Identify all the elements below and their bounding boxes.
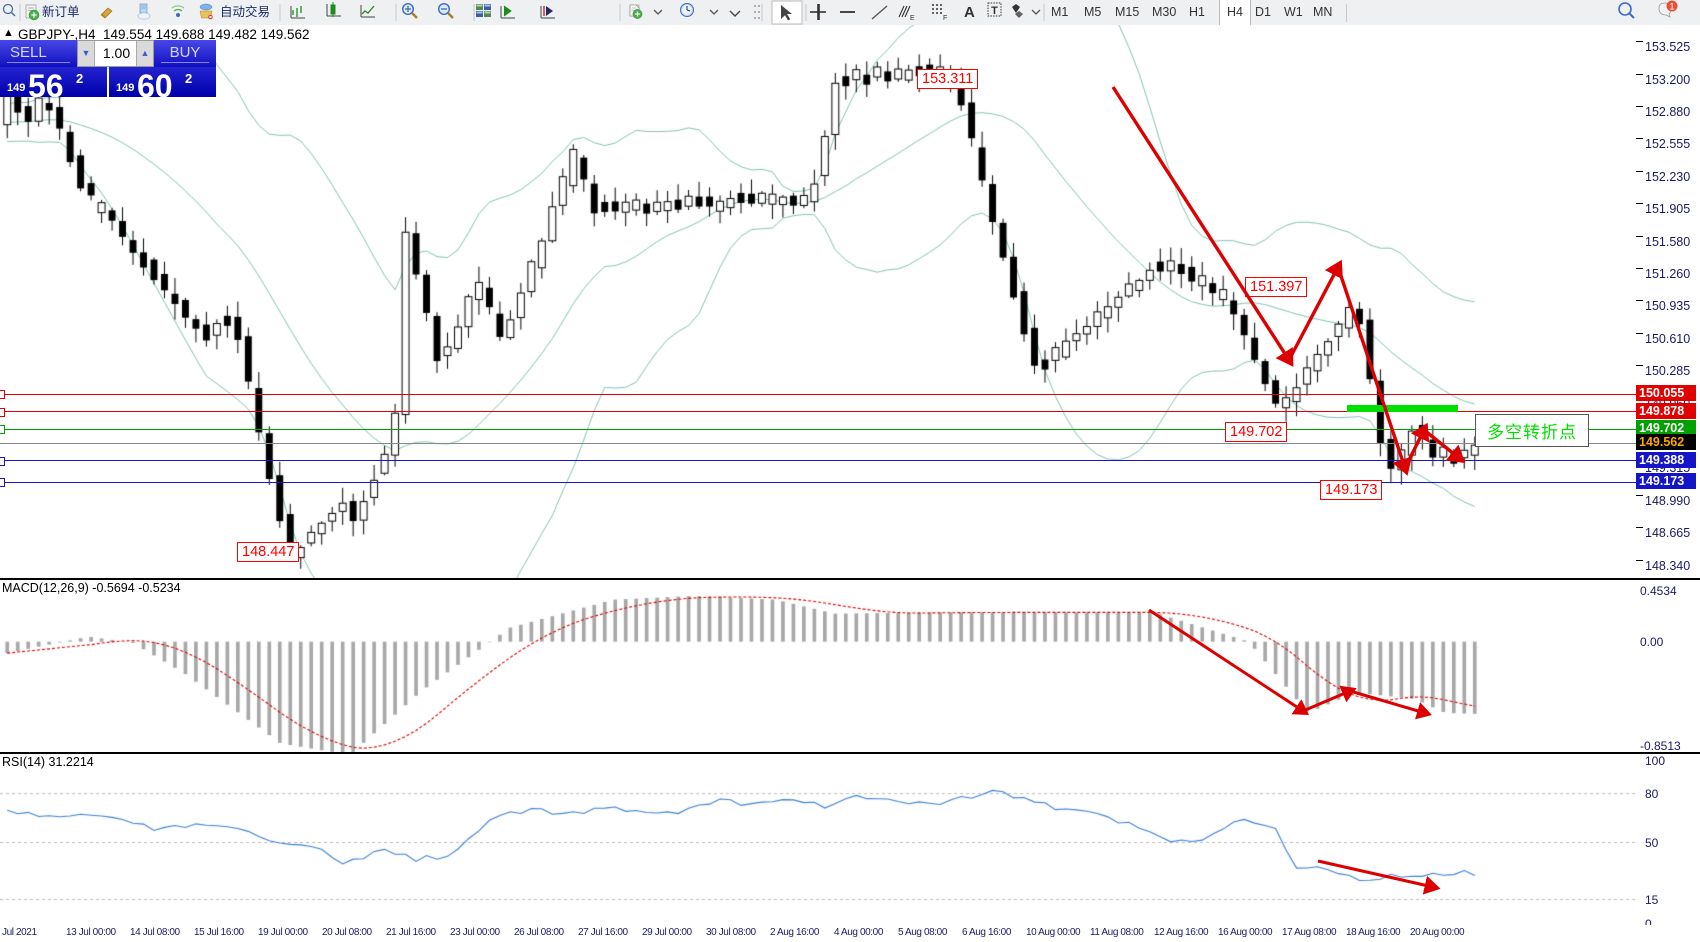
- svg-text:F: F: [943, 15, 947, 22]
- svg-text:T: T: [991, 5, 998, 17]
- svg-text:1: 1: [1669, 2, 1674, 12]
- svg-text:新订单: 新订单: [42, 4, 80, 19]
- svg-text:自动交易: 自动交易: [220, 4, 270, 19]
- svg-text:A: A: [964, 4, 975, 21]
- svg-text:E: E: [910, 15, 915, 22]
